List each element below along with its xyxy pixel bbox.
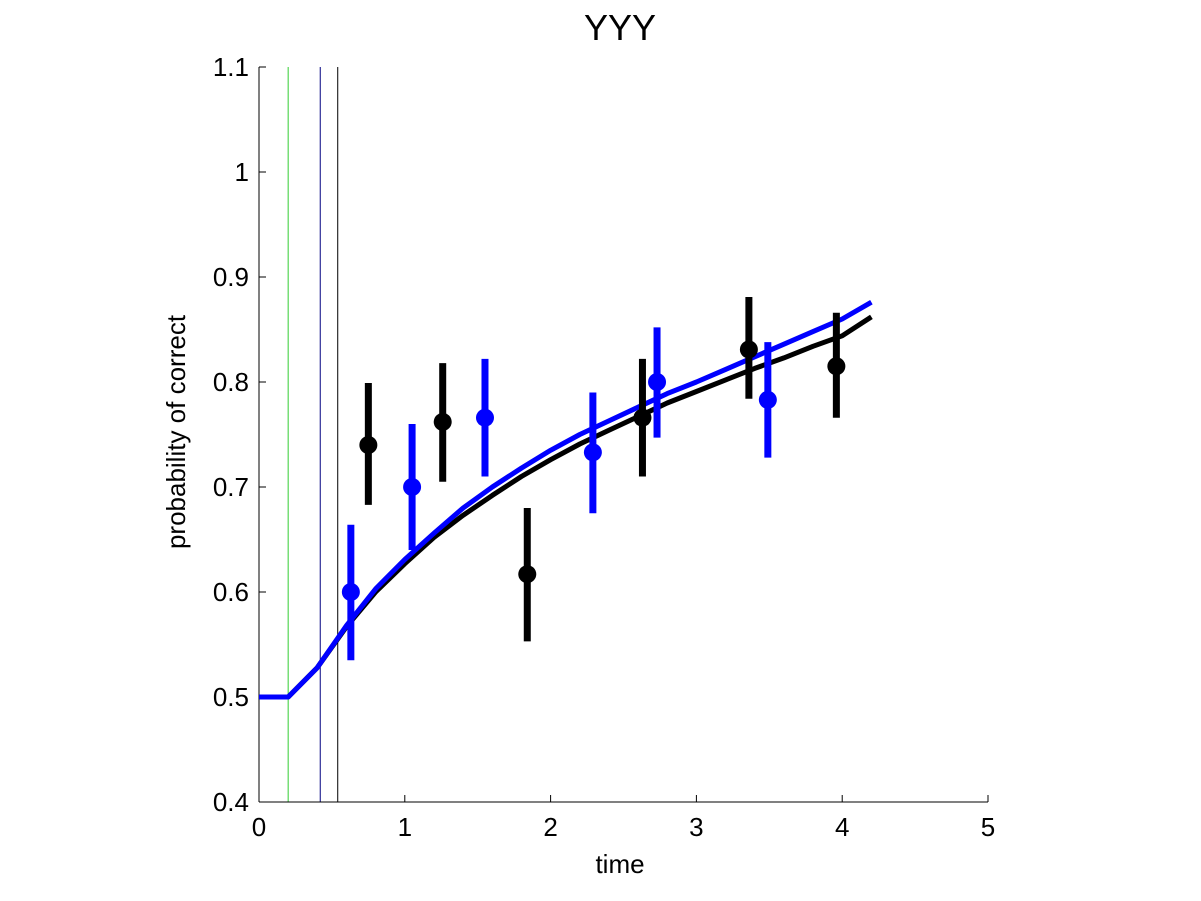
- x-tick-label-2: 2: [543, 812, 557, 842]
- series-1-point-1: [359, 436, 378, 454]
- y-tick-label-2: 0.6: [213, 577, 249, 607]
- series-2-point-2: [403, 478, 422, 496]
- x-tick-label-0: 0: [252, 812, 266, 842]
- series-2-point-6: [758, 390, 777, 409]
- y-tick-label-4: 0.8: [213, 367, 249, 397]
- y-tick-label-5: 0.9: [213, 262, 249, 292]
- x-tick-label-5: 5: [981, 812, 995, 842]
- y-tick-label-1: 0.5: [213, 682, 249, 712]
- series-2-point-1: [341, 583, 360, 601]
- y-tick-label-3: 0.7: [213, 472, 249, 502]
- series-2-point-4: [583, 443, 602, 462]
- x-tick-label-4: 4: [835, 812, 849, 842]
- y-tick-label-7: 1.1: [213, 52, 249, 82]
- y-tick-label-6: 1: [235, 157, 249, 187]
- series-1-point-4: [633, 408, 652, 427]
- series-2-point-5: [648, 373, 667, 391]
- plot-area: 0 1 2 3 4 5 0.4 0.5 0.6 0.7 0.8 0.9 1 1.1: [213, 52, 995, 842]
- series-2-point-3: [475, 408, 494, 427]
- x-tick-label-1: 1: [398, 812, 412, 842]
- series-1-point-6: [827, 357, 846, 376]
- y-axis-label: probability of correct: [161, 314, 191, 549]
- series-1-point-2: [433, 412, 452, 431]
- series-1-point-5: [739, 340, 758, 359]
- x-axis-label: time: [595, 849, 644, 879]
- x-tick-label-3: 3: [689, 812, 703, 842]
- series-1-point-3: [518, 565, 537, 584]
- y-tick-label-0: 0.4: [213, 787, 249, 817]
- chart-title: YYY: [584, 7, 656, 48]
